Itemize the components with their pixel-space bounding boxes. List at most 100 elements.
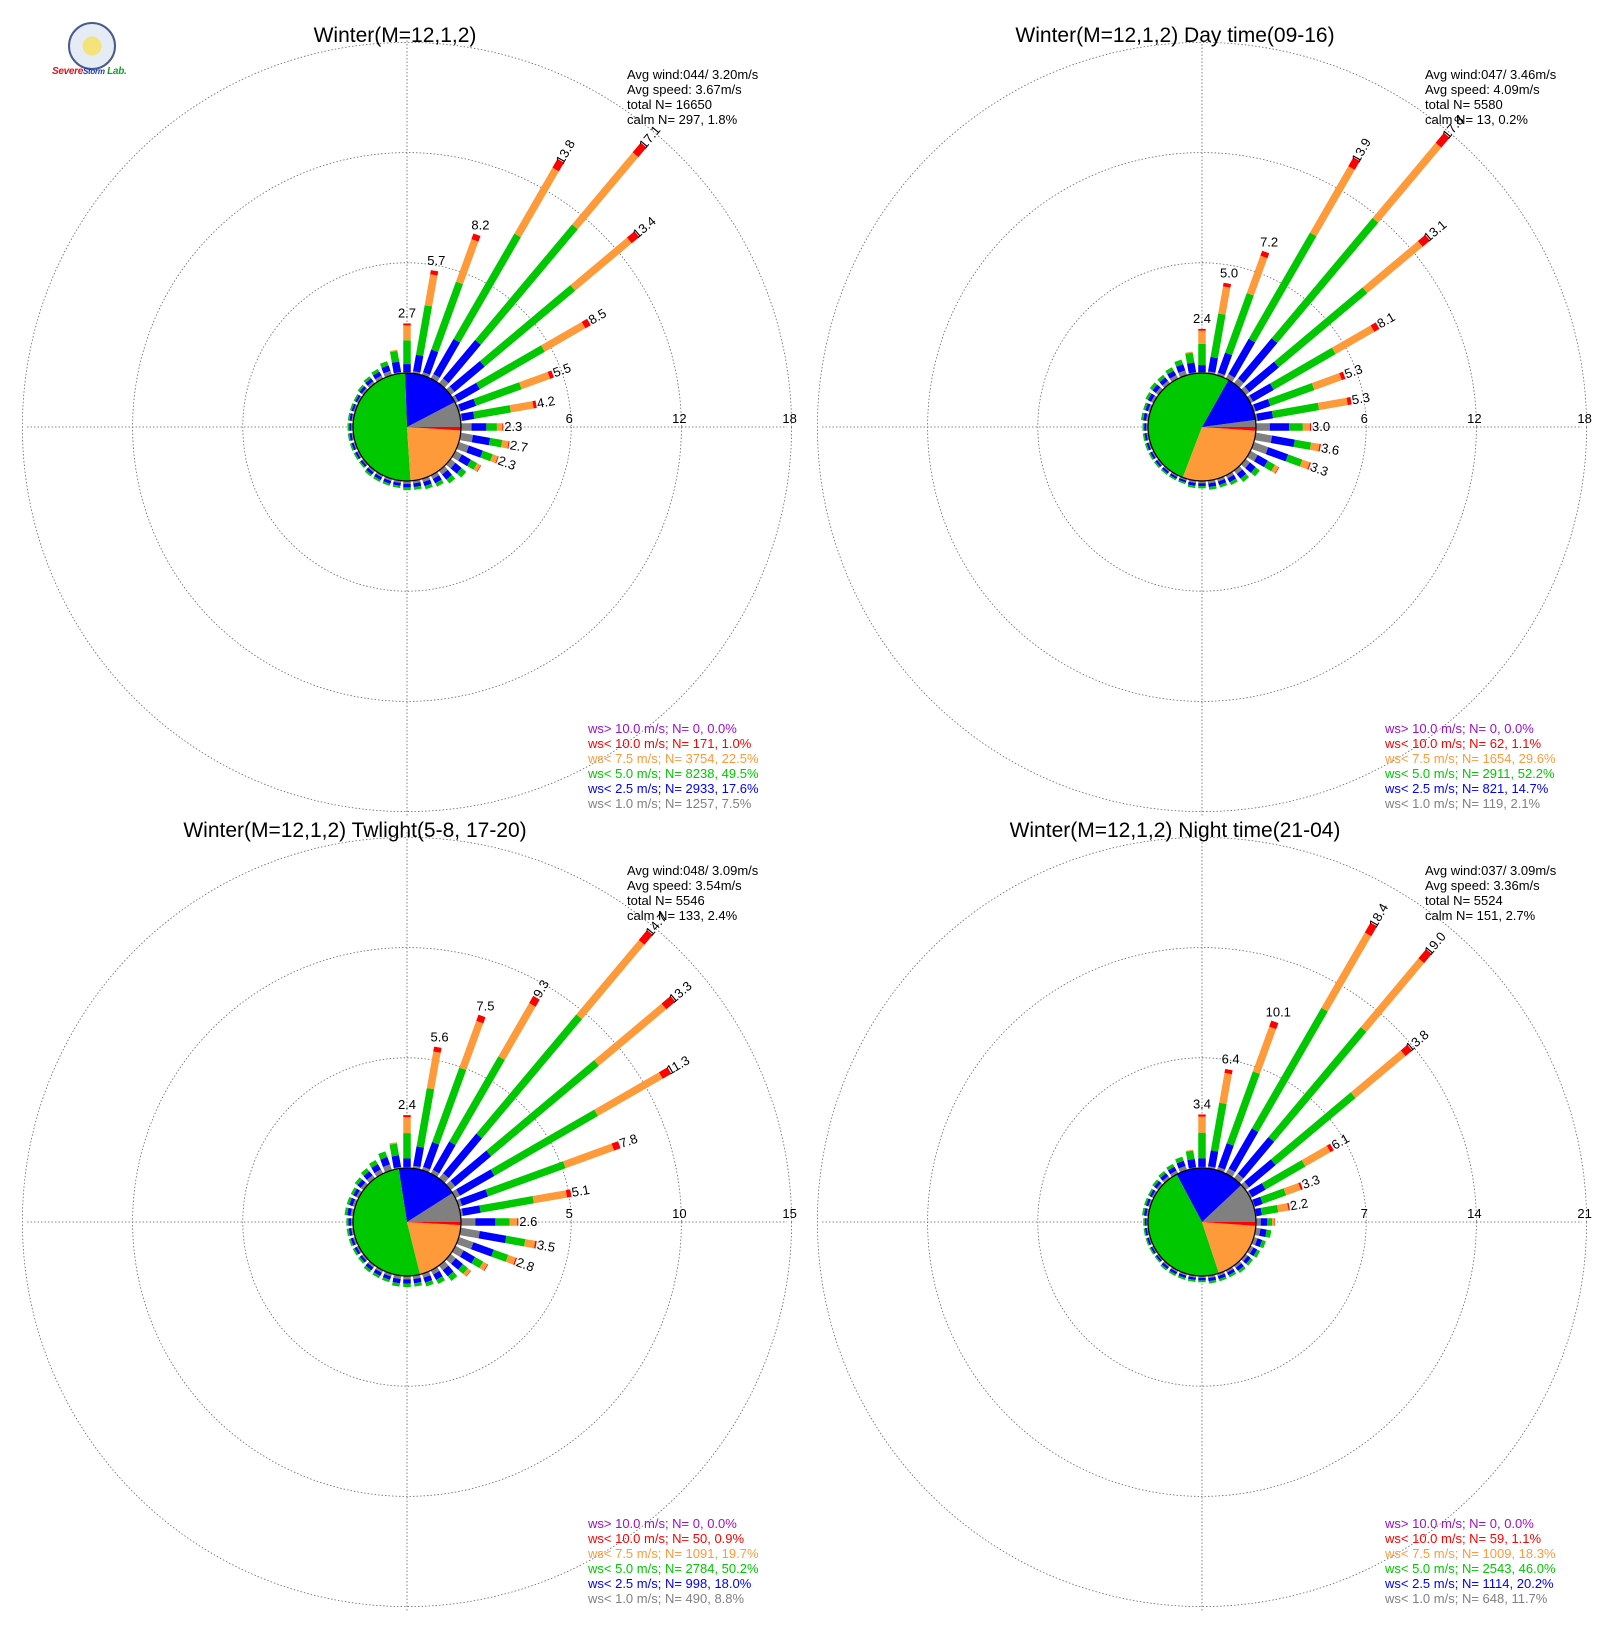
ring-label: 12 — [1467, 411, 1481, 426]
bar-value-label: 11.3 — [664, 1052, 693, 1077]
wind-bar-segment — [1150, 451, 1156, 460]
wind-bar-segment — [1417, 234, 1431, 247]
wind-bar-segment — [1255, 1207, 1262, 1217]
wind-bar-segment — [445, 1253, 456, 1264]
wind-bar-segment — [447, 1271, 458, 1281]
wind-bar-segment — [456, 1236, 474, 1250]
wind-bar-segment — [1253, 1249, 1261, 1258]
wind-bar-segment — [509, 401, 534, 413]
wind-bar-segment — [1418, 949, 1432, 964]
wind-bar-segment — [458, 398, 477, 412]
wind-bar-segment — [359, 1255, 367, 1263]
wind-bar-segment — [450, 462, 462, 474]
wind-bar-segment — [1301, 1145, 1331, 1167]
grid-ring — [817, 837, 1588, 1608]
legend-entry: ws> 10.0 m/s; N= 0, 0.0% — [1384, 721, 1534, 736]
wind-bar-segment — [1149, 1189, 1156, 1198]
wind-bar-segment — [430, 1169, 440, 1178]
wind-bar-segment — [413, 482, 422, 488]
legend-entry: ws< 1.0 m/s; N= 119, 2.1% — [1384, 796, 1541, 811]
wind-bar-segment — [382, 481, 391, 486]
wind-bar-segment — [415, 305, 433, 356]
wind-bar-segment — [1246, 450, 1258, 462]
wind-bar-segment — [1208, 1276, 1217, 1282]
legend-entry: ws< 7.5 m/s; N= 1009, 18.3% — [1384, 1546, 1556, 1561]
stats-line: total N= 5580 — [1425, 97, 1503, 112]
wind-bar-segment — [449, 360, 485, 392]
wind-bar-segment — [353, 452, 359, 461]
wind-bar-segment — [473, 382, 522, 406]
wind-bar-segment — [357, 1179, 366, 1189]
bar-value-label: 2.7 — [398, 305, 416, 320]
wind-bar-segment — [1174, 359, 1184, 367]
wind-bar-segment — [372, 371, 382, 380]
wind-bar-segment — [1252, 1026, 1277, 1074]
wind-bar-segment — [1331, 325, 1375, 355]
legend-entry: ws< 5.0 m/s; N= 2784, 50.2% — [587, 1561, 759, 1576]
wind-bar-segment — [611, 1141, 621, 1151]
stats-line: calm N= 13, 0.2% — [1425, 112, 1528, 127]
wind-bar-segment — [1227, 474, 1237, 483]
center-pie-slice — [1202, 1222, 1256, 1274]
wind-bar-segment — [1178, 1165, 1188, 1173]
wind-bar-segment — [1185, 352, 1195, 364]
wind-bar-segment — [355, 451, 361, 460]
wind-bar-segment — [454, 382, 480, 402]
wind-bar-segment — [442, 469, 453, 480]
center-pie-slice — [407, 1222, 461, 1226]
wind-bar-segment — [461, 1205, 481, 1216]
wind-bar-segment — [1226, 1071, 1260, 1146]
wind-bar-segment — [1146, 442, 1151, 451]
ring-label: 14 — [1467, 1206, 1481, 1221]
bar-value-label: 7.2 — [1260, 235, 1278, 250]
wind-bar-segment — [1362, 240, 1423, 294]
wind-bar-segment — [1178, 478, 1187, 483]
wind-bar-segment — [572, 152, 639, 230]
wind-bar-segment — [1208, 1150, 1219, 1168]
wind-bar-segment — [1326, 1143, 1334, 1153]
wind-bar-segment — [490, 1109, 598, 1176]
wind-bar-segment — [373, 1269, 382, 1276]
wind-bar-segment — [1217, 352, 1233, 376]
wind-bar-segment — [389, 350, 400, 363]
wind-bar-segment — [353, 1188, 360, 1197]
wind-bar-segment — [1244, 361, 1279, 393]
wind-bar-segment — [505, 1235, 526, 1247]
wind-bar-segment — [473, 463, 481, 472]
wind-bar-segment — [1321, 932, 1372, 1012]
grid-ring — [1037, 262, 1367, 592]
wind-bar-segment — [423, 1275, 433, 1283]
wind-bar-segment — [365, 1262, 374, 1271]
stats-line: Avg wind:037/ 3.09m/s — [1425, 863, 1557, 878]
wind-bar-segment — [1187, 1158, 1197, 1169]
legend-entry: ws< 10.0 m/s; N= 62, 1.1% — [1384, 736, 1542, 751]
center-pie-slice — [398, 1168, 453, 1222]
wind-bar-segment — [424, 483, 433, 490]
bar-value-label: 3.5 — [536, 1237, 556, 1255]
legend-entry: ws< 2.5 m/s; N= 2933, 17.6% — [587, 781, 759, 796]
wind-bar-segment — [1149, 382, 1158, 391]
lab-logo-text: SevereStorm Lab. — [52, 66, 127, 77]
wind-bar-segment — [416, 1087, 435, 1148]
wind-bar-segment — [1178, 1273, 1187, 1279]
wind-bar-segment — [1372, 142, 1442, 223]
wind-bar-segment — [1224, 1068, 1233, 1075]
grid-ring — [21, 41, 793, 813]
wind-bar-segment — [358, 1256, 365, 1264]
wind-bar-segment — [348, 1238, 354, 1247]
wind-bar-segment — [1251, 1236, 1258, 1246]
wind-bar-segment — [547, 370, 554, 379]
wind-bar-segment — [1348, 157, 1360, 170]
bar-value-label: 2.3 — [504, 419, 522, 434]
wind-bar-segment — [1270, 347, 1336, 390]
wind-bar-segment — [1240, 458, 1250, 469]
wind-bar-segment — [451, 450, 463, 461]
grid-ring — [21, 837, 793, 1608]
wind-bar-segment — [1246, 255, 1268, 296]
wind-bar-segment — [478, 1231, 507, 1244]
ring-label: 21 — [1577, 1206, 1591, 1221]
stats-line: total N= 5524 — [1425, 893, 1503, 908]
wind-bar-segment — [1145, 1198, 1151, 1207]
bar-value-label: 2.6 — [519, 1214, 537, 1229]
wind-bar-segment — [1248, 232, 1317, 343]
